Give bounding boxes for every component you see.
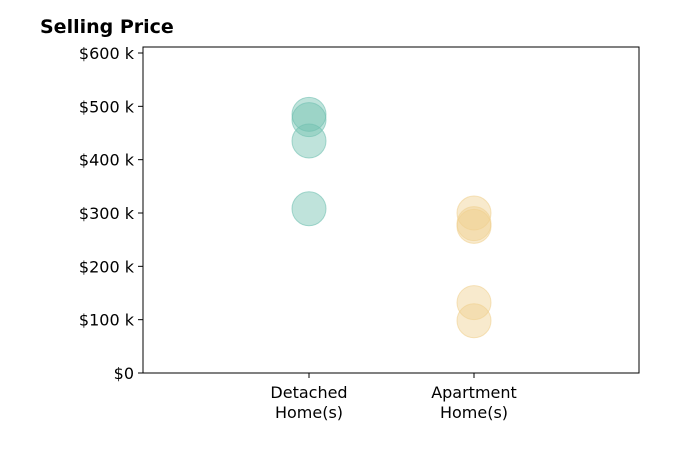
data-point xyxy=(291,191,327,227)
y-tick-label: $300 k xyxy=(79,204,135,223)
y-axis: $0 $100 k $200 k $300 k $400 k $500 k $600 k xyxy=(79,44,143,383)
y-tick-label: $500 k xyxy=(79,97,135,116)
y-tick-label: $200 k xyxy=(79,257,135,276)
data-point xyxy=(291,102,327,138)
y-tick-label: $0 xyxy=(114,364,134,383)
x-axis: Detached Home(s) Apartment Home(s) xyxy=(270,373,517,422)
y-tick-label: $100 k xyxy=(79,311,135,330)
plot-frame xyxy=(142,46,640,374)
data-points xyxy=(291,96,492,339)
data-point xyxy=(456,303,492,339)
y-tick-label: $400 k xyxy=(79,151,135,170)
data-point xyxy=(456,195,492,231)
chart-title: Selling Price xyxy=(40,16,174,38)
data-point xyxy=(456,208,492,244)
data-point xyxy=(456,285,492,321)
y-tick-label: $600 k xyxy=(79,44,135,63)
x-tick-label: Detached Home(s) xyxy=(270,383,347,422)
data-point xyxy=(291,123,327,159)
x-tick-label: Apartment Home(s) xyxy=(431,383,517,422)
data-point xyxy=(291,96,327,132)
